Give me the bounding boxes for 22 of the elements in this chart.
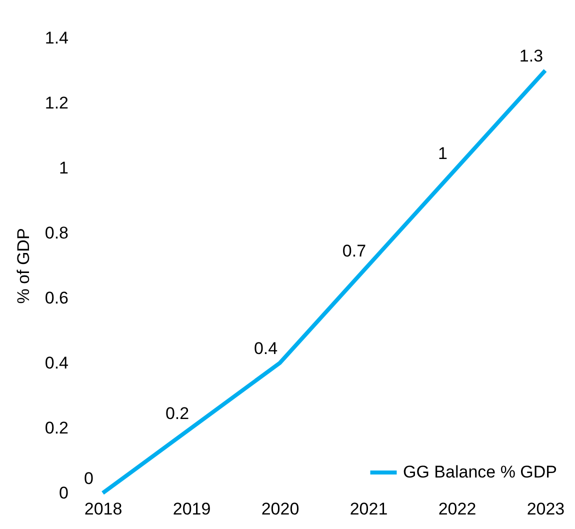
data-label: 0.4 bbox=[254, 339, 278, 358]
y-tick-label: 1.4 bbox=[44, 28, 68, 48]
data-label: 1.3 bbox=[519, 46, 544, 66]
data-label: 0 bbox=[84, 469, 94, 488]
y-tick-label: 0 bbox=[59, 484, 68, 502]
x-tick-label: 2019 bbox=[172, 500, 211, 518]
data-label: 1 bbox=[438, 144, 448, 163]
legend-label: GG Balance % GDP bbox=[403, 462, 558, 482]
y-tick-label: 1.2 bbox=[44, 94, 68, 112]
y-tick-label: 0.2 bbox=[44, 418, 68, 438]
x-tick-label: 2021 bbox=[350, 500, 388, 518]
x-tick-label: 2022 bbox=[438, 500, 476, 518]
x-tick-label: 2018 bbox=[84, 500, 122, 518]
y-tick-label: 0.8 bbox=[44, 224, 68, 242]
data-label: 0.7 bbox=[342, 242, 366, 260]
y-tick-label: 0.6 bbox=[44, 288, 68, 308]
y-tick-label: 0.4 bbox=[44, 354, 68, 372]
x-tick-label: 2020 bbox=[261, 500, 300, 518]
y-tick-label: 1 bbox=[59, 158, 68, 178]
y-axis-title: % of GDP bbox=[14, 228, 33, 304]
x-tick-label: 2023 bbox=[526, 500, 565, 518]
data-label: 0.2 bbox=[165, 404, 190, 423]
